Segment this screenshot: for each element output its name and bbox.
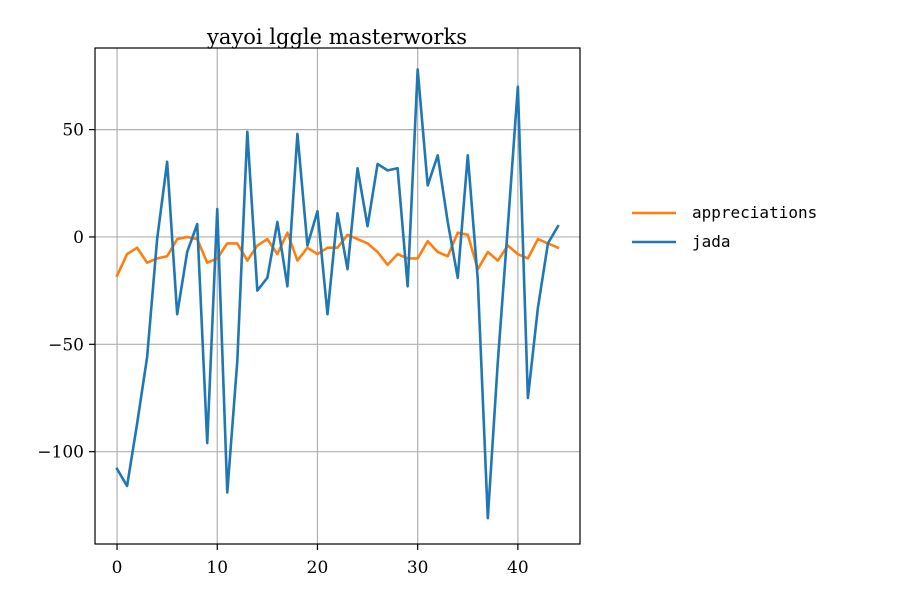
ticks: 0 10 20 30 40 −100 −50 0 50 [37,121,528,578]
chart-title: yayoi lggle masterworks [206,25,467,49]
plot-frame [94,47,581,545]
y-tick-label: −100 [37,443,84,463]
y-tick-label: 50 [62,121,84,141]
series-layer [115,68,560,520]
series-line-jada [115,68,560,520]
grid [95,48,580,544]
legend: appreciations jada [632,203,817,251]
series-line-appreciations [115,231,560,278]
x-tick-label: 10 [206,558,228,578]
y-tick-label: −50 [48,335,84,355]
legend-label: jada [692,232,731,251]
legend-label: appreciations [692,203,817,222]
x-tick-label: 40 [507,558,529,578]
y-tick-label: 0 [73,228,84,248]
x-tick-label: 30 [407,558,429,578]
x-tick-label: 0 [112,558,123,578]
x-tick-label: 20 [307,558,329,578]
